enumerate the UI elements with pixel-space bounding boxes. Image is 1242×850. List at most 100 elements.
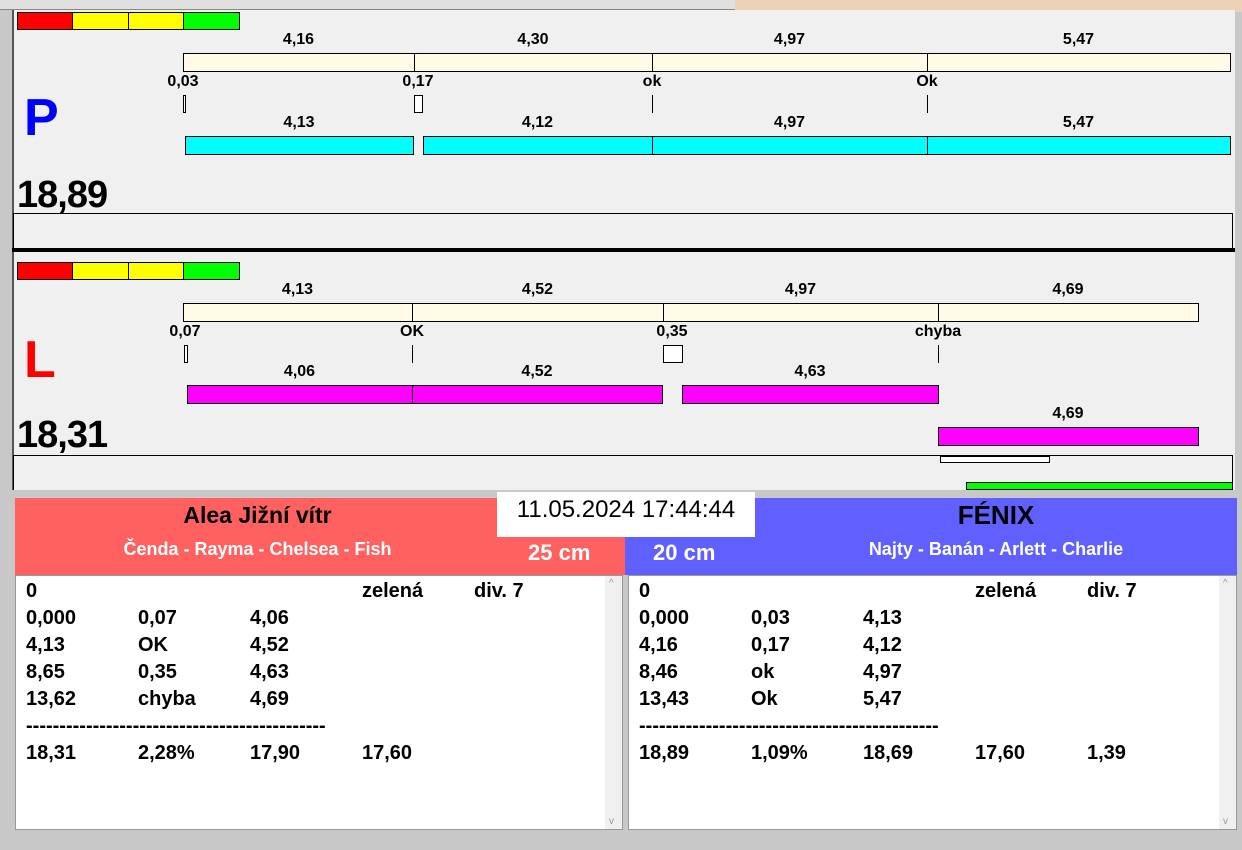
mark-label: 0,17 [402, 73, 434, 90]
p-letter: P [24, 89, 59, 147]
list-cell: 4,16 [639, 634, 678, 656]
list-cell: 18,69 [863, 742, 914, 764]
list-cell: 0 [639, 580, 651, 602]
bottom-segment-label: 4,12 [521, 114, 554, 131]
bottom-segment-label: 4,69 [1052, 405, 1084, 422]
mark-label: Ok [916, 73, 938, 90]
right-scrollbar[interactable]: ^ v [1219, 576, 1236, 829]
list-cell: ----------------------------------------… [639, 715, 939, 737]
bottom-segment [423, 136, 653, 155]
mark-box [184, 345, 188, 363]
scale-segment [128, 12, 184, 30]
top-segment-label: 4,16 [282, 31, 315, 48]
progress-green [966, 482, 1233, 490]
tab-strip [0, 0, 735, 10]
scale-segment [72, 12, 129, 30]
list-cell: Ok [751, 688, 778, 710]
bottom-segment-label: 4,63 [794, 363, 826, 380]
top-segment [652, 53, 928, 72]
list-cell: 4,69 [250, 688, 289, 710]
left-results-list[interactable]: ^ v 0 zelená div. 7 0,000 0,07 4,06 4,13 OK 4,52 8,… [15, 575, 623, 830]
mark-box [414, 95, 423, 113]
list-cell: zelená [975, 580, 1037, 602]
list-cell: 0,07 [138, 607, 177, 629]
list-cell: 0,35 [138, 661, 177, 683]
bottom-segment [927, 136, 1231, 155]
list-cell: 0,17 [751, 634, 790, 656]
mark-label: 0,35 [656, 323, 688, 340]
top-segment-label: 4,52 [521, 281, 554, 298]
bottom-segment [185, 136, 414, 155]
list-cell: div. 7 [474, 580, 524, 602]
mark-label: chyba [914, 323, 962, 340]
top-segment [183, 53, 415, 72]
mark-label: 0,03 [167, 73, 199, 90]
l-total: 18,31 [17, 414, 108, 456]
p-panel [12, 10, 1235, 248]
top-segment-label: 4,69 [1052, 281, 1084, 298]
bottom-segment [652, 136, 928, 155]
list-cell: 2,28% [138, 742, 195, 764]
left-team: Alea Jižní vítr [183, 502, 332, 528]
top-segment-label: 5,47 [1062, 31, 1095, 48]
l-letter: L [24, 331, 56, 389]
list-cell: 17,90 [250, 742, 301, 764]
right-team: FÉNIX [957, 500, 1035, 530]
right-members: Najty - Banán - Arlett - Charlie [868, 539, 1124, 559]
list-cell: 18,31 [26, 742, 77, 764]
list-cell: 4,06 [250, 607, 289, 629]
l-box [13, 455, 1233, 490]
list-cell: 4,97 [863, 661, 902, 683]
list-cell: 0 [26, 580, 38, 602]
top-segment-label: 4,13 [281, 281, 314, 298]
list-cell: 1,09% [751, 742, 808, 764]
bottom-segment-label: 5,47 [1062, 114, 1095, 131]
list-cell: ok [751, 661, 775, 683]
l-panel [12, 252, 1235, 490]
list-cell: 4,12 [863, 634, 902, 656]
scale-segment [183, 262, 240, 280]
top-segment [927, 53, 1231, 72]
mark-line [938, 345, 939, 363]
mark-label: ok [642, 73, 662, 90]
list-cell: chyba [138, 688, 196, 710]
top-segment-label: 4,97 [784, 281, 817, 298]
mark-line [652, 95, 653, 113]
scale-segment [17, 262, 73, 280]
mark-label: 0,07 [169, 323, 201, 340]
list-cell: 0,03 [751, 607, 790, 629]
mark-line [412, 345, 413, 363]
list-cell: 0,000 [639, 607, 690, 629]
scale-segment [17, 12, 73, 30]
bottom-segment [187, 385, 413, 404]
l-box-marker [940, 456, 1050, 463]
p-total: 18,89 [17, 174, 108, 216]
left-height: 25 cm [528, 540, 591, 565]
scale-segment [128, 262, 184, 280]
right-height: 20 cm [653, 540, 716, 565]
top-segment-label: 4,30 [517, 31, 549, 48]
list-cell: zelená [362, 580, 424, 602]
list-cell: 4,13 [26, 634, 65, 656]
bottom-segment [412, 385, 663, 404]
panel-divider [12, 248, 1235, 252]
datetime: 11.05.2024 17:44:44 [497, 492, 755, 537]
list-cell: 5,47 [863, 688, 902, 710]
right-results-list[interactable]: ^ v 0 zelená div. 7 0,000 0,03 4,13 4,16 0,17 4,12… [628, 575, 1237, 830]
scale-segment [183, 12, 240, 30]
list-cell: 8,65 [26, 661, 65, 683]
bottom-segment-label: 4,13 [283, 114, 315, 131]
top-segment [183, 303, 413, 322]
list-cell: 1,39 [1087, 742, 1126, 764]
bottom-segment-label: 4,97 [773, 114, 806, 131]
list-cell: 13,43 [639, 688, 690, 710]
top-segment [938, 303, 1199, 322]
list-cell: OK [138, 634, 168, 656]
left-scrollbar[interactable]: ^ v [605, 576, 622, 829]
bottom-segment [938, 427, 1199, 446]
bottom-segment-label: 4,06 [283, 363, 316, 380]
bottom-segment-label: 4,52 [521, 363, 553, 380]
top-segment [414, 53, 653, 72]
list-cell: div. 7 [1087, 580, 1137, 602]
list-cell: 0,000 [26, 607, 77, 629]
